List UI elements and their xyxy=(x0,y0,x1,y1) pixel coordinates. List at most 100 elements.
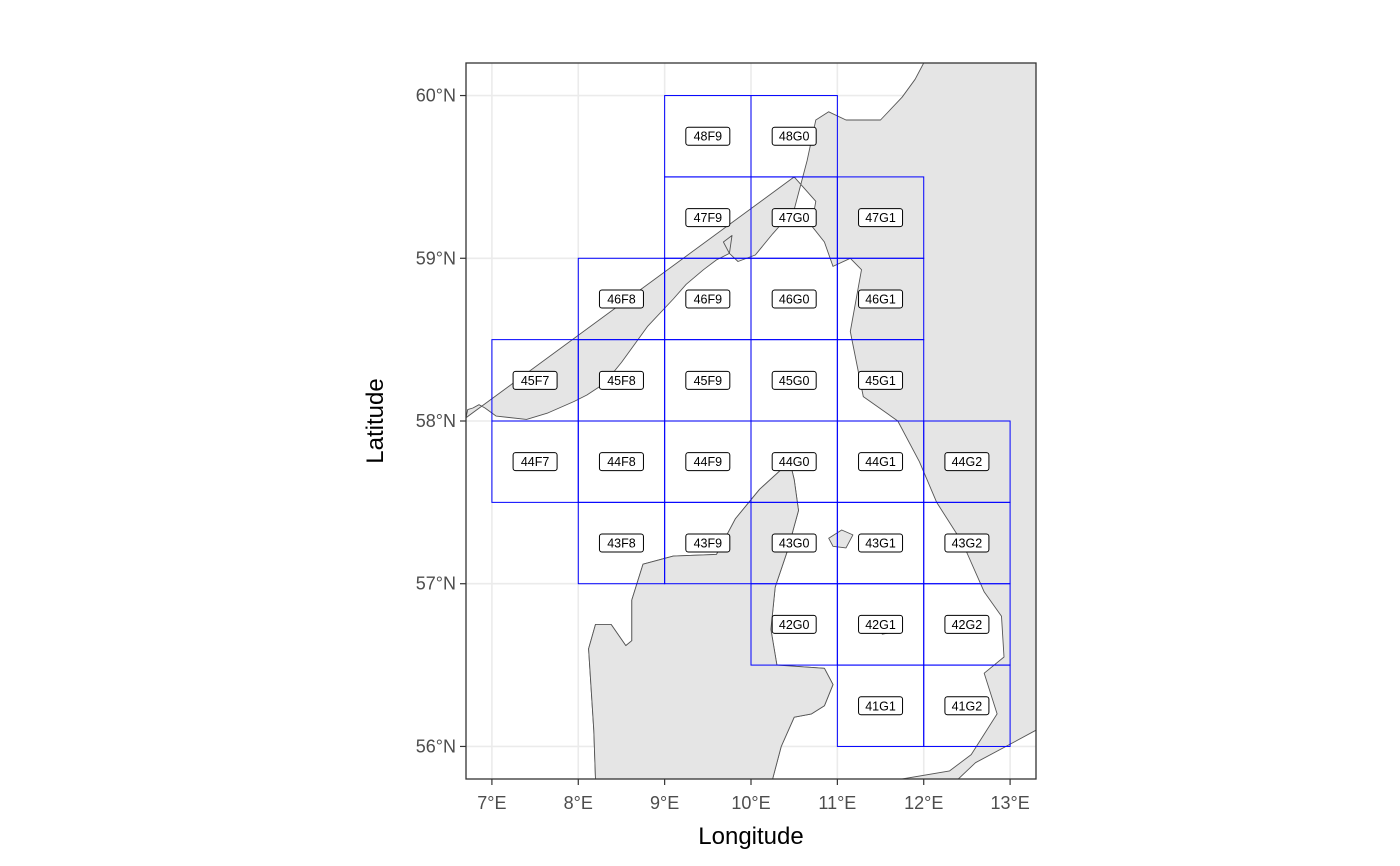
label-45G0: 45G0 xyxy=(771,370,817,390)
label-48F9: 48F9 xyxy=(685,126,731,146)
x-axis-title: Longitude xyxy=(698,823,803,850)
label-box xyxy=(944,614,990,634)
label-47F9: 47F9 xyxy=(685,208,731,228)
x-tick-label-0: 7°E xyxy=(477,793,506,813)
label-45G1: 45G1 xyxy=(858,370,904,390)
rectangle-41G2 xyxy=(923,664,1011,747)
label-text: 47G1 xyxy=(865,211,896,225)
x-axis: 7°E 8°E 9°E 10°E 11°E 12°E 13°E xyxy=(477,779,1030,813)
label-text: 42G0 xyxy=(779,618,810,632)
label-box xyxy=(598,289,644,309)
label-box xyxy=(685,533,731,553)
label-44G1: 44G1 xyxy=(858,452,904,472)
label-44G0: 44G0 xyxy=(771,452,817,472)
label-text: 42G1 xyxy=(865,618,896,632)
label-42G0: 42G0 xyxy=(771,614,817,634)
label-text: 46G0 xyxy=(779,292,810,306)
label-box xyxy=(771,614,817,634)
label-46F8: 46F8 xyxy=(598,289,644,309)
x-tick-label-4: 11°E xyxy=(818,793,856,813)
label-box xyxy=(858,289,904,309)
label-box xyxy=(685,370,731,390)
label-41G2: 41G2 xyxy=(944,696,990,716)
label-text: 41G1 xyxy=(865,699,896,713)
label-44F9: 44F9 xyxy=(685,452,731,472)
label-box xyxy=(685,289,731,309)
label-text: 44F8 xyxy=(607,455,636,469)
label-43F9: 43F9 xyxy=(685,533,731,553)
label-box xyxy=(598,370,644,390)
label-41G1: 41G1 xyxy=(858,696,904,716)
label-text: 46G1 xyxy=(865,292,896,306)
label-box xyxy=(771,533,817,553)
label-box xyxy=(685,208,731,228)
label-text: 48G0 xyxy=(779,130,810,144)
label-42G2: 42G2 xyxy=(944,614,990,634)
label-text: 46F9 xyxy=(694,292,723,306)
map-panel: 48F9 48G0 47F9 47G0 47G1 46F8 46F9 46G0 46G1 45F7… xyxy=(465,62,1037,780)
label-box xyxy=(512,452,558,472)
label-text: 45G1 xyxy=(865,374,896,388)
label-text: 48F9 xyxy=(694,130,723,144)
label-text: 45F9 xyxy=(694,374,723,388)
label-text: 42G2 xyxy=(952,618,983,632)
x-tick-label-5: 12°E xyxy=(904,793,943,813)
label-box xyxy=(858,370,904,390)
label-text: 43F9 xyxy=(694,537,723,551)
land-laeso xyxy=(828,529,854,549)
label-44F7: 44F7 xyxy=(512,452,558,472)
label-45F7: 45F7 xyxy=(512,370,558,390)
label-text: 44G2 xyxy=(952,455,983,469)
label-box xyxy=(858,533,904,553)
label-46F9: 46F9 xyxy=(685,289,731,309)
label-box xyxy=(771,126,817,146)
y-tick-label-0: 56°N xyxy=(416,736,456,756)
label-text: 41G2 xyxy=(952,699,983,713)
y-axis-title: Latitude xyxy=(362,378,389,463)
label-43G0: 43G0 xyxy=(771,533,817,553)
label-44F8: 44F8 xyxy=(598,452,644,472)
y-tick-label-1: 57°N xyxy=(416,574,456,594)
label-text: 43F8 xyxy=(607,537,636,551)
ices-rectangles xyxy=(491,95,1011,747)
label-text: 47G0 xyxy=(779,211,810,225)
y-tick-label-2: 58°N xyxy=(416,411,456,431)
label-box xyxy=(771,289,817,309)
label-box xyxy=(771,370,817,390)
label-43G1: 43G1 xyxy=(858,533,904,553)
x-tick-label-1: 8°E xyxy=(564,793,593,813)
label-box xyxy=(598,533,644,553)
label-text: 47F9 xyxy=(694,211,723,225)
label-box xyxy=(944,533,990,553)
label-text: 43G1 xyxy=(865,537,896,551)
label-text: 44F7 xyxy=(521,455,550,469)
label-box xyxy=(512,370,558,390)
label-46G0: 46G0 xyxy=(771,289,817,309)
label-47G0: 47G0 xyxy=(771,208,817,228)
label-45F8: 45F8 xyxy=(598,370,644,390)
label-42G1: 42G1 xyxy=(858,614,904,634)
y-axis: 56°N 57°N 58°N 59°N 60°N xyxy=(416,86,466,756)
x-tick-label-2: 9°E xyxy=(650,793,679,813)
label-text: 45G0 xyxy=(779,374,810,388)
label-text: 45F7 xyxy=(521,374,550,388)
label-text: 44F9 xyxy=(694,455,723,469)
label-box xyxy=(858,614,904,634)
label-48G0: 48G0 xyxy=(771,126,817,146)
label-box xyxy=(598,452,644,472)
label-45F9: 45F9 xyxy=(685,370,731,390)
label-box xyxy=(944,452,990,472)
label-text: 43G0 xyxy=(779,537,810,551)
y-tick-label-3: 59°N xyxy=(416,248,456,268)
label-box xyxy=(858,696,904,716)
label-text: 46F8 xyxy=(607,292,636,306)
label-box xyxy=(771,452,817,472)
label-47G1: 47G1 xyxy=(858,208,904,228)
rectangle-labels: 48F9 48G0 47F9 47G0 47G1 46F8 46F9 46G0 46G1 45F7… xyxy=(512,126,990,716)
label-43F8: 43F8 xyxy=(598,533,644,553)
label-box xyxy=(858,208,904,228)
label-text: 43G2 xyxy=(952,537,983,551)
y-tick-label-4: 60°N xyxy=(416,86,456,106)
x-tick-label-6: 13°E xyxy=(990,793,1029,813)
